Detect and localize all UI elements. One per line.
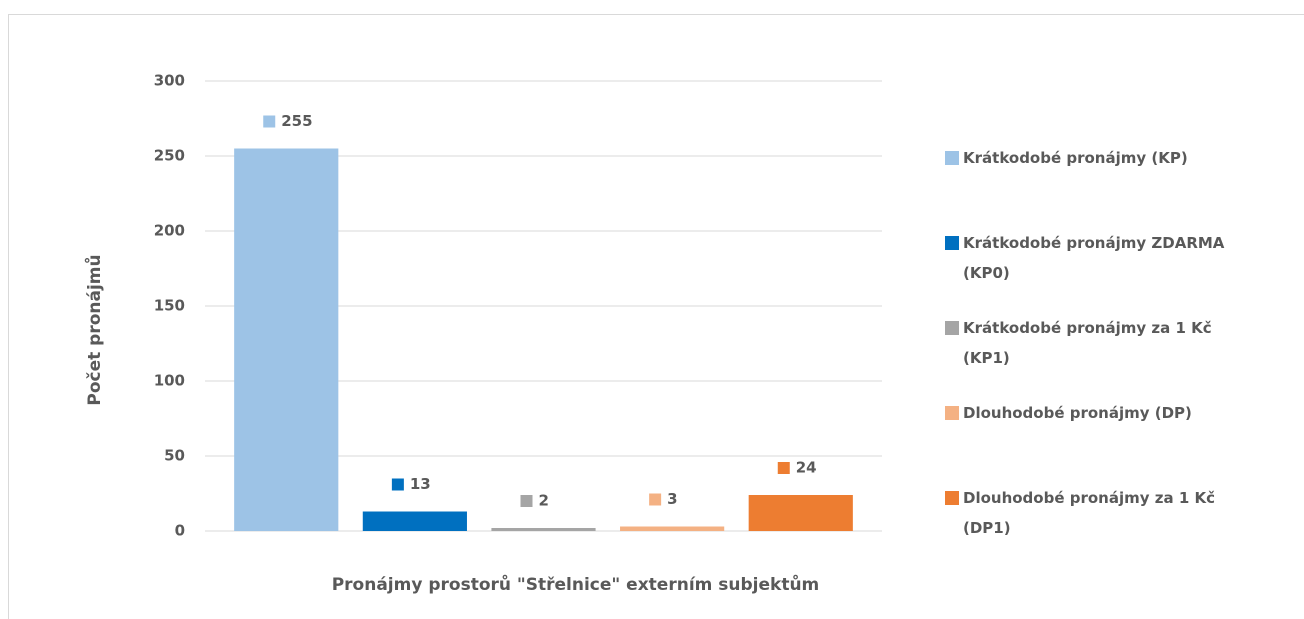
legend-swatch — [945, 406, 959, 420]
legend-item: Krátkodobé pronájmy za 1 Kč (KP1) — [945, 313, 1245, 373]
data-label-key — [777, 462, 790, 474]
legend-swatch — [945, 236, 959, 250]
y-tick-label: 200 — [154, 222, 185, 240]
y-tick-label: 250 — [154, 147, 185, 165]
data-label: 3 — [667, 490, 677, 508]
data-label: 13 — [410, 475, 431, 493]
data-label-key — [263, 115, 276, 128]
legend-item: Krátkodobé pronájmy ZDARMA (KP0) — [945, 228, 1245, 288]
data-label-key — [391, 478, 404, 491]
bar — [620, 526, 725, 531]
data-label: 255 — [281, 112, 312, 130]
legend-swatch — [945, 491, 959, 505]
y-tick-label: 100 — [154, 372, 185, 390]
data-label-key — [649, 493, 662, 506]
legend-label: Krátkodobé pronájmy (KP) — [963, 149, 1188, 167]
y-axis-label: Počet pronájmů — [83, 254, 105, 405]
y-tick-label: 50 — [164, 447, 185, 465]
data-label: 24 — [796, 459, 817, 477]
legend-item: Krátkodobé pronájmy (KP) — [945, 143, 1245, 173]
bar — [234, 148, 339, 531]
y-tick-label: 0 — [175, 522, 185, 540]
x-axis-category: Pronájmy prostorů "Střelnice" externím s… — [332, 573, 820, 595]
data-label-key — [520, 495, 533, 507]
bar — [748, 495, 853, 531]
bar — [491, 528, 596, 531]
legend-label: Dlouhodobé pronájmy za 1 Kč (DP1) — [963, 489, 1215, 537]
bar — [362, 511, 467, 531]
legend-swatch — [945, 151, 959, 165]
data-label: 2 — [539, 492, 549, 510]
legend-label: Krátkodobé pronájmy za 1 Kč (KP1) — [963, 319, 1212, 367]
chart-frame — [8, 14, 1304, 619]
y-tick-label: 150 — [154, 297, 185, 315]
legend-item: Dlouhodobé pronájmy (DP) — [945, 398, 1245, 428]
y-tick-label: 300 — [154, 72, 185, 90]
legend-label: Dlouhodobé pronájmy (DP) — [963, 404, 1192, 422]
legend-label: Krátkodobé pronájmy ZDARMA (KP0) — [963, 234, 1225, 282]
legend-swatch — [945, 321, 959, 335]
legend-item: Dlouhodobé pronájmy za 1 Kč (DP1) — [945, 483, 1245, 543]
